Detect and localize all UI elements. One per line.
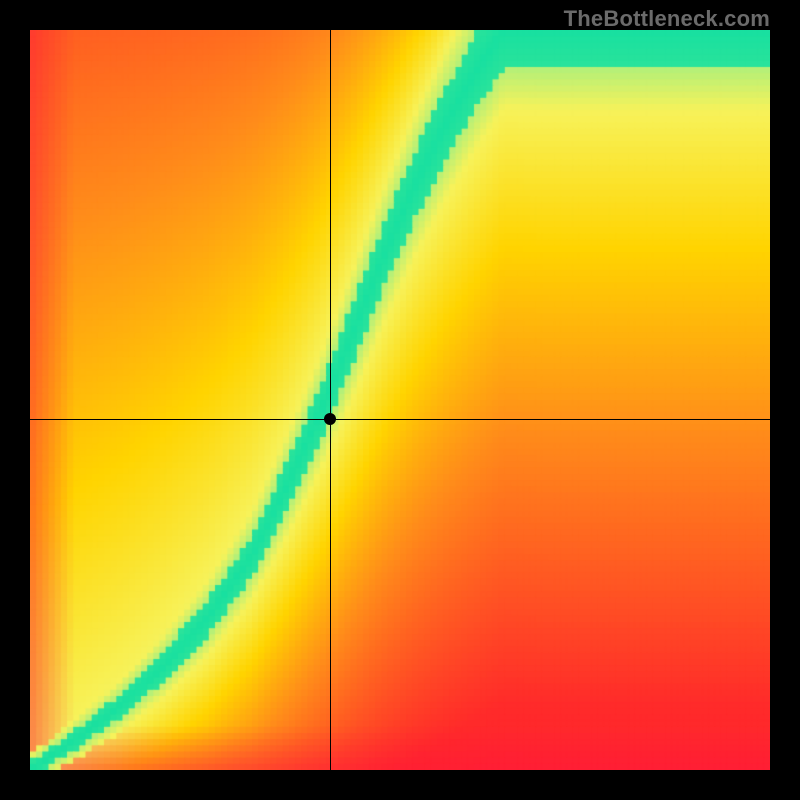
- figure-frame: TheBottleneck.com: [0, 0, 800, 800]
- plot-area: [30, 30, 770, 770]
- heatmap-canvas: [30, 30, 770, 770]
- watermark-text: TheBottleneck.com: [564, 6, 770, 32]
- crosshair-vertical: [330, 30, 331, 770]
- crosshair-horizontal: [30, 419, 770, 420]
- crosshair-point: [324, 413, 336, 425]
